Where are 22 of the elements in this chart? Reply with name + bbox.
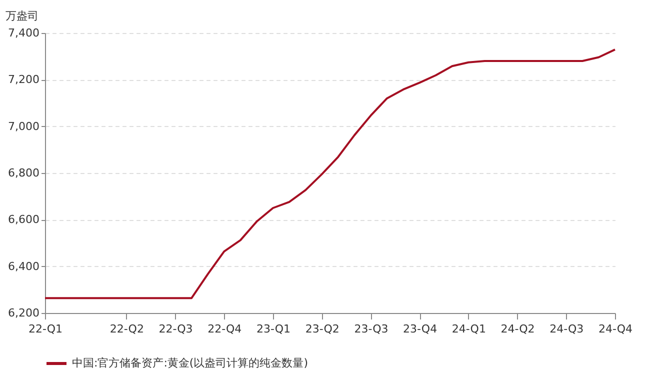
x-tick-label: 22-Q4	[208, 322, 242, 336]
line-series	[44, 48, 616, 300]
x-tick-label: 23-Q1	[256, 322, 291, 336]
y-tick-label: 6,400	[8, 260, 40, 273]
y-tick-label: 7,400	[8, 26, 40, 40]
x-tick-label: 23-Q3	[354, 322, 388, 336]
y-tick-label: 7,200	[8, 73, 40, 86]
legend-label: 中国:官方储备资产:黄金(以盎司计算的纯金数量)	[72, 356, 308, 370]
y-axis-title: 万盎司	[6, 10, 38, 22]
x-tick-label: 24-Q3	[550, 322, 584, 336]
y-tick-label: 6,200	[8, 306, 40, 320]
x-tick-label: 24-Q2	[500, 322, 535, 336]
x-tick-label: 24-Q1	[452, 322, 486, 336]
x-tick-label: 24-Q4	[598, 322, 633, 336]
y-tick-label: 7,000	[8, 120, 40, 133]
x-tick-label: 23-Q4	[403, 322, 438, 336]
y-tick-label: 6,800	[8, 166, 40, 180]
y-tick-label: 6,600	[8, 213, 40, 226]
x-tick-label: 22-Q3	[158, 322, 193, 336]
x-tick-label: 23-Q2	[305, 322, 340, 336]
x-tick-label: 22-Q2	[110, 322, 144, 336]
x-tick-label: 22-Q1	[28, 322, 63, 336]
